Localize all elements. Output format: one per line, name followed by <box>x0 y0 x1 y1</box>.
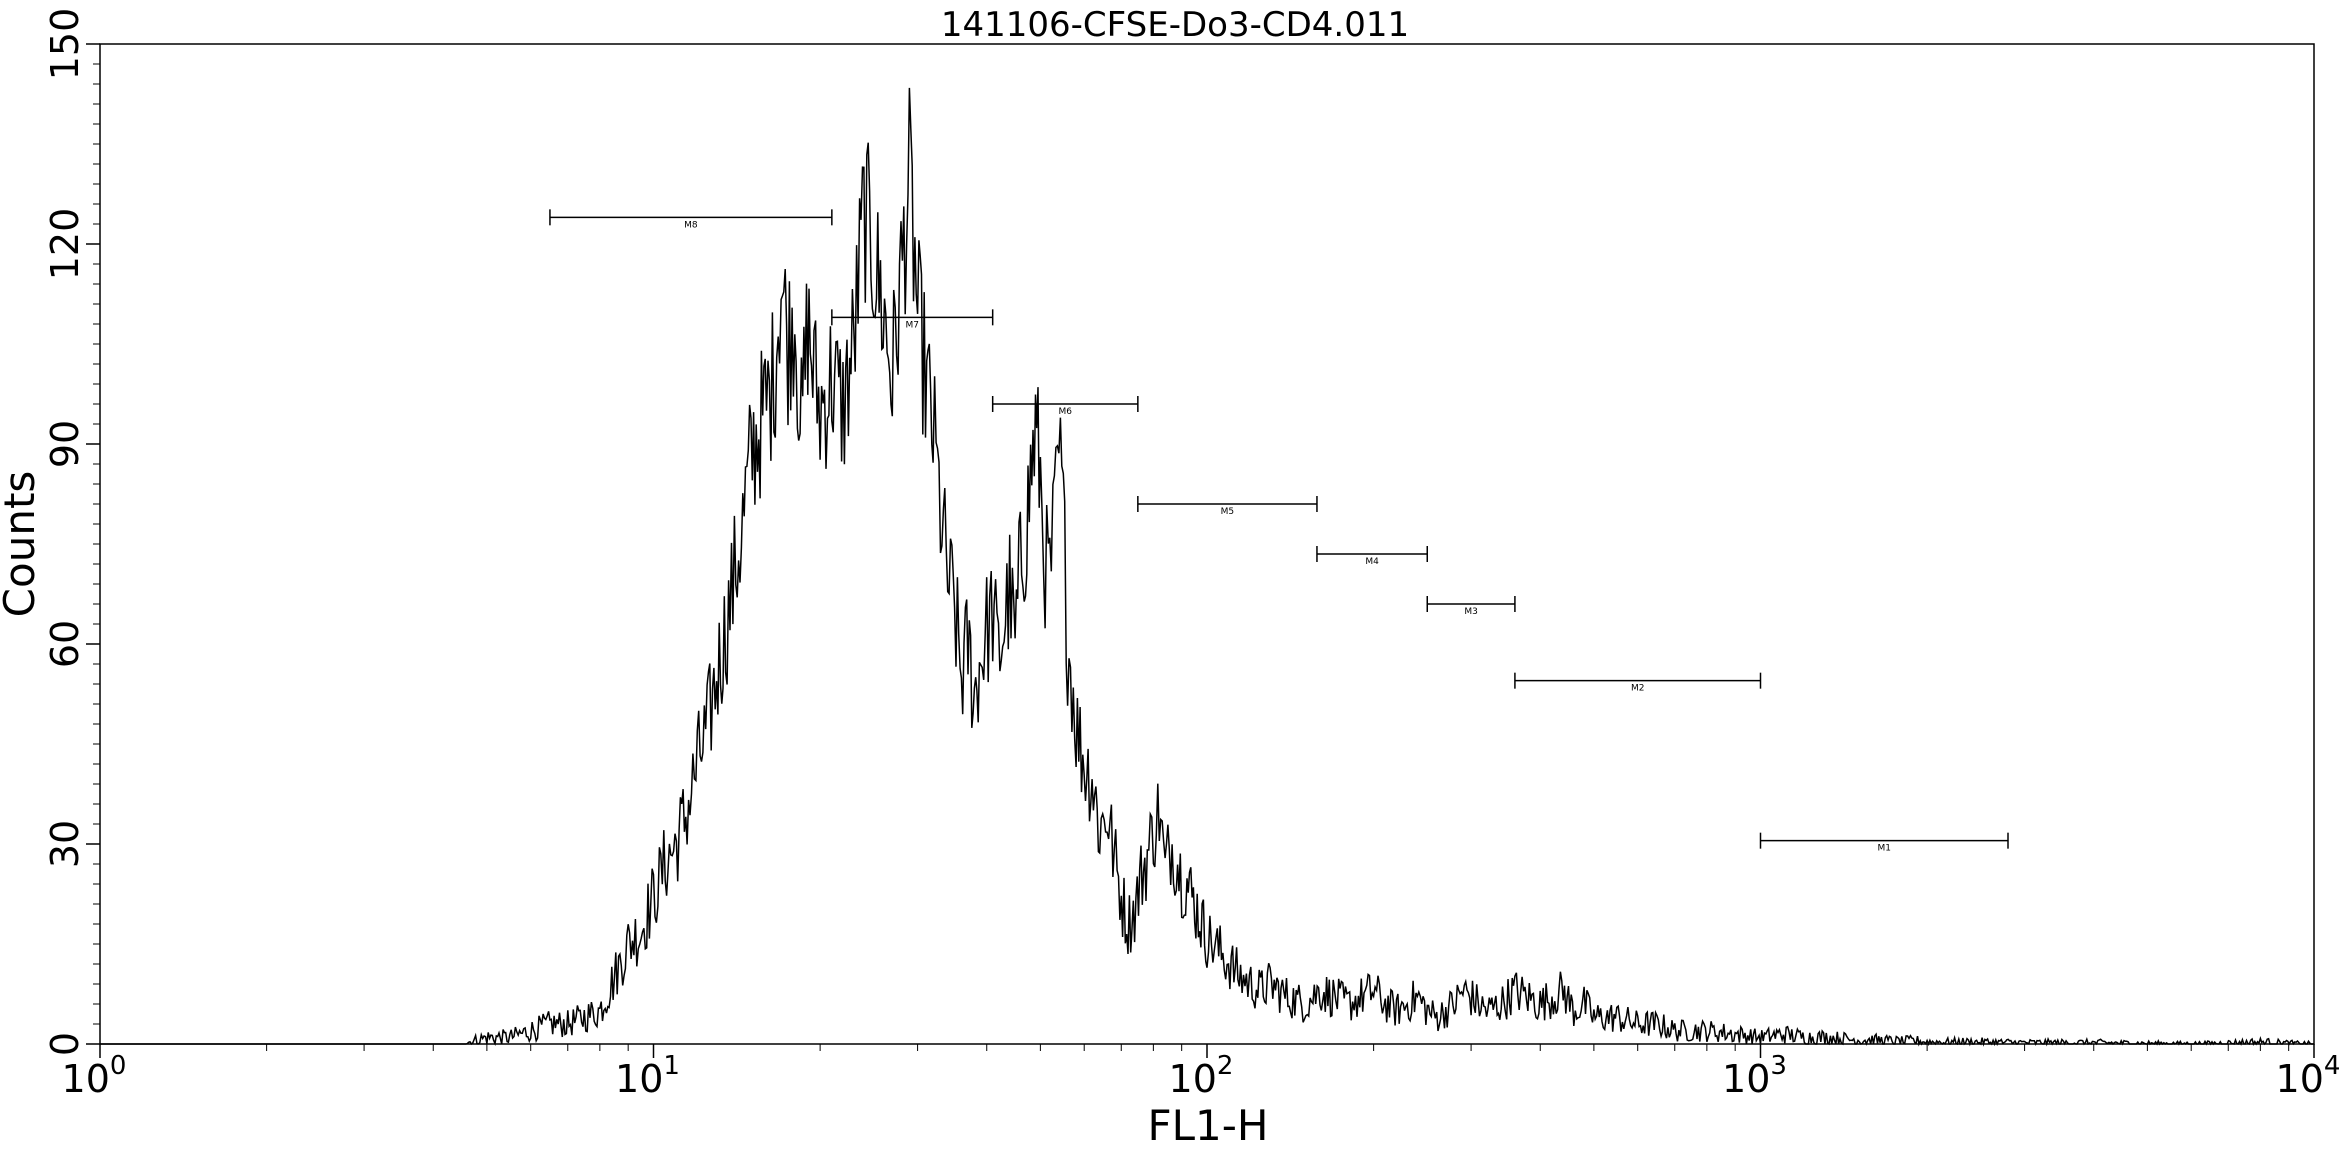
marker-label: M4 <box>1365 557 1379 567</box>
marker-m1: M1 <box>1759 832 2009 854</box>
x-axis-label: FL1-H <box>1147 1101 1268 1150</box>
marker-label: M1 <box>1878 844 1892 854</box>
x-tick-label: 100 <box>62 1051 127 1101</box>
y-axis-ticks: 0 30 60 90 120 150 <box>43 8 100 1056</box>
y-axis-label: Counts <box>0 471 44 618</box>
marker-label: M6 <box>1059 407 1073 417</box>
marker-label: M3 <box>1464 607 1478 617</box>
marker-label: M7 <box>906 320 920 330</box>
marker-label: M5 <box>1221 507 1235 517</box>
y-tick-label: 0 <box>43 1032 87 1056</box>
y-tick-label: 60 <box>43 620 87 668</box>
x-tick-label: 102 <box>1169 1051 1234 1101</box>
x-tick-label: 103 <box>1722 1051 1787 1101</box>
x-tick-base: 10 <box>2276 1057 2324 1101</box>
marker-m7: M7 <box>831 309 994 330</box>
x-tick-exponent: 2 <box>1217 1051 1234 1081</box>
x-tick-base: 10 <box>1169 1057 1217 1101</box>
y-tick-label: 150 <box>43 8 87 81</box>
x-tick-exponent: 3 <box>1770 1051 1787 1081</box>
x-tick-label: 101 <box>615 1051 680 1101</box>
x-tick-exponent: 4 <box>2324 1051 2341 1081</box>
marker-m5: M5 <box>1137 496 1318 517</box>
marker-m2: M2 <box>1514 672 1762 694</box>
y-tick-label: 90 <box>43 420 87 468</box>
marker-label: M8 <box>684 220 698 230</box>
x-tick-label: 104 <box>2276 1051 2341 1101</box>
marker-label: M2 <box>1631 684 1645 694</box>
x-tick-exponent: 0 <box>110 1051 127 1081</box>
histogram-line <box>100 87 2314 1047</box>
marker-gates: M8 M7 M6 M5 M4 M3 M2 M1 <box>549 209 2009 854</box>
marker-m6: M6 <box>991 396 1139 417</box>
y-tick-label: 120 <box>43 208 87 281</box>
chart-title: 141106-CFSE-Do3-CD4.011 <box>941 5 1409 45</box>
marker-m3: M3 <box>1426 596 1516 617</box>
x-tick-exponent: 1 <box>663 1051 680 1081</box>
x-tick-base: 10 <box>615 1057 663 1101</box>
x-tick-base: 10 <box>1722 1057 1770 1101</box>
y-tick-label: 30 <box>43 820 87 868</box>
marker-m8: M8 <box>549 209 833 230</box>
x-axis-ticks: 100 101 102 103 104 <box>62 1044 2341 1101</box>
marker-m4: M4 <box>1316 546 1429 567</box>
x-tick-base: 10 <box>62 1057 110 1101</box>
